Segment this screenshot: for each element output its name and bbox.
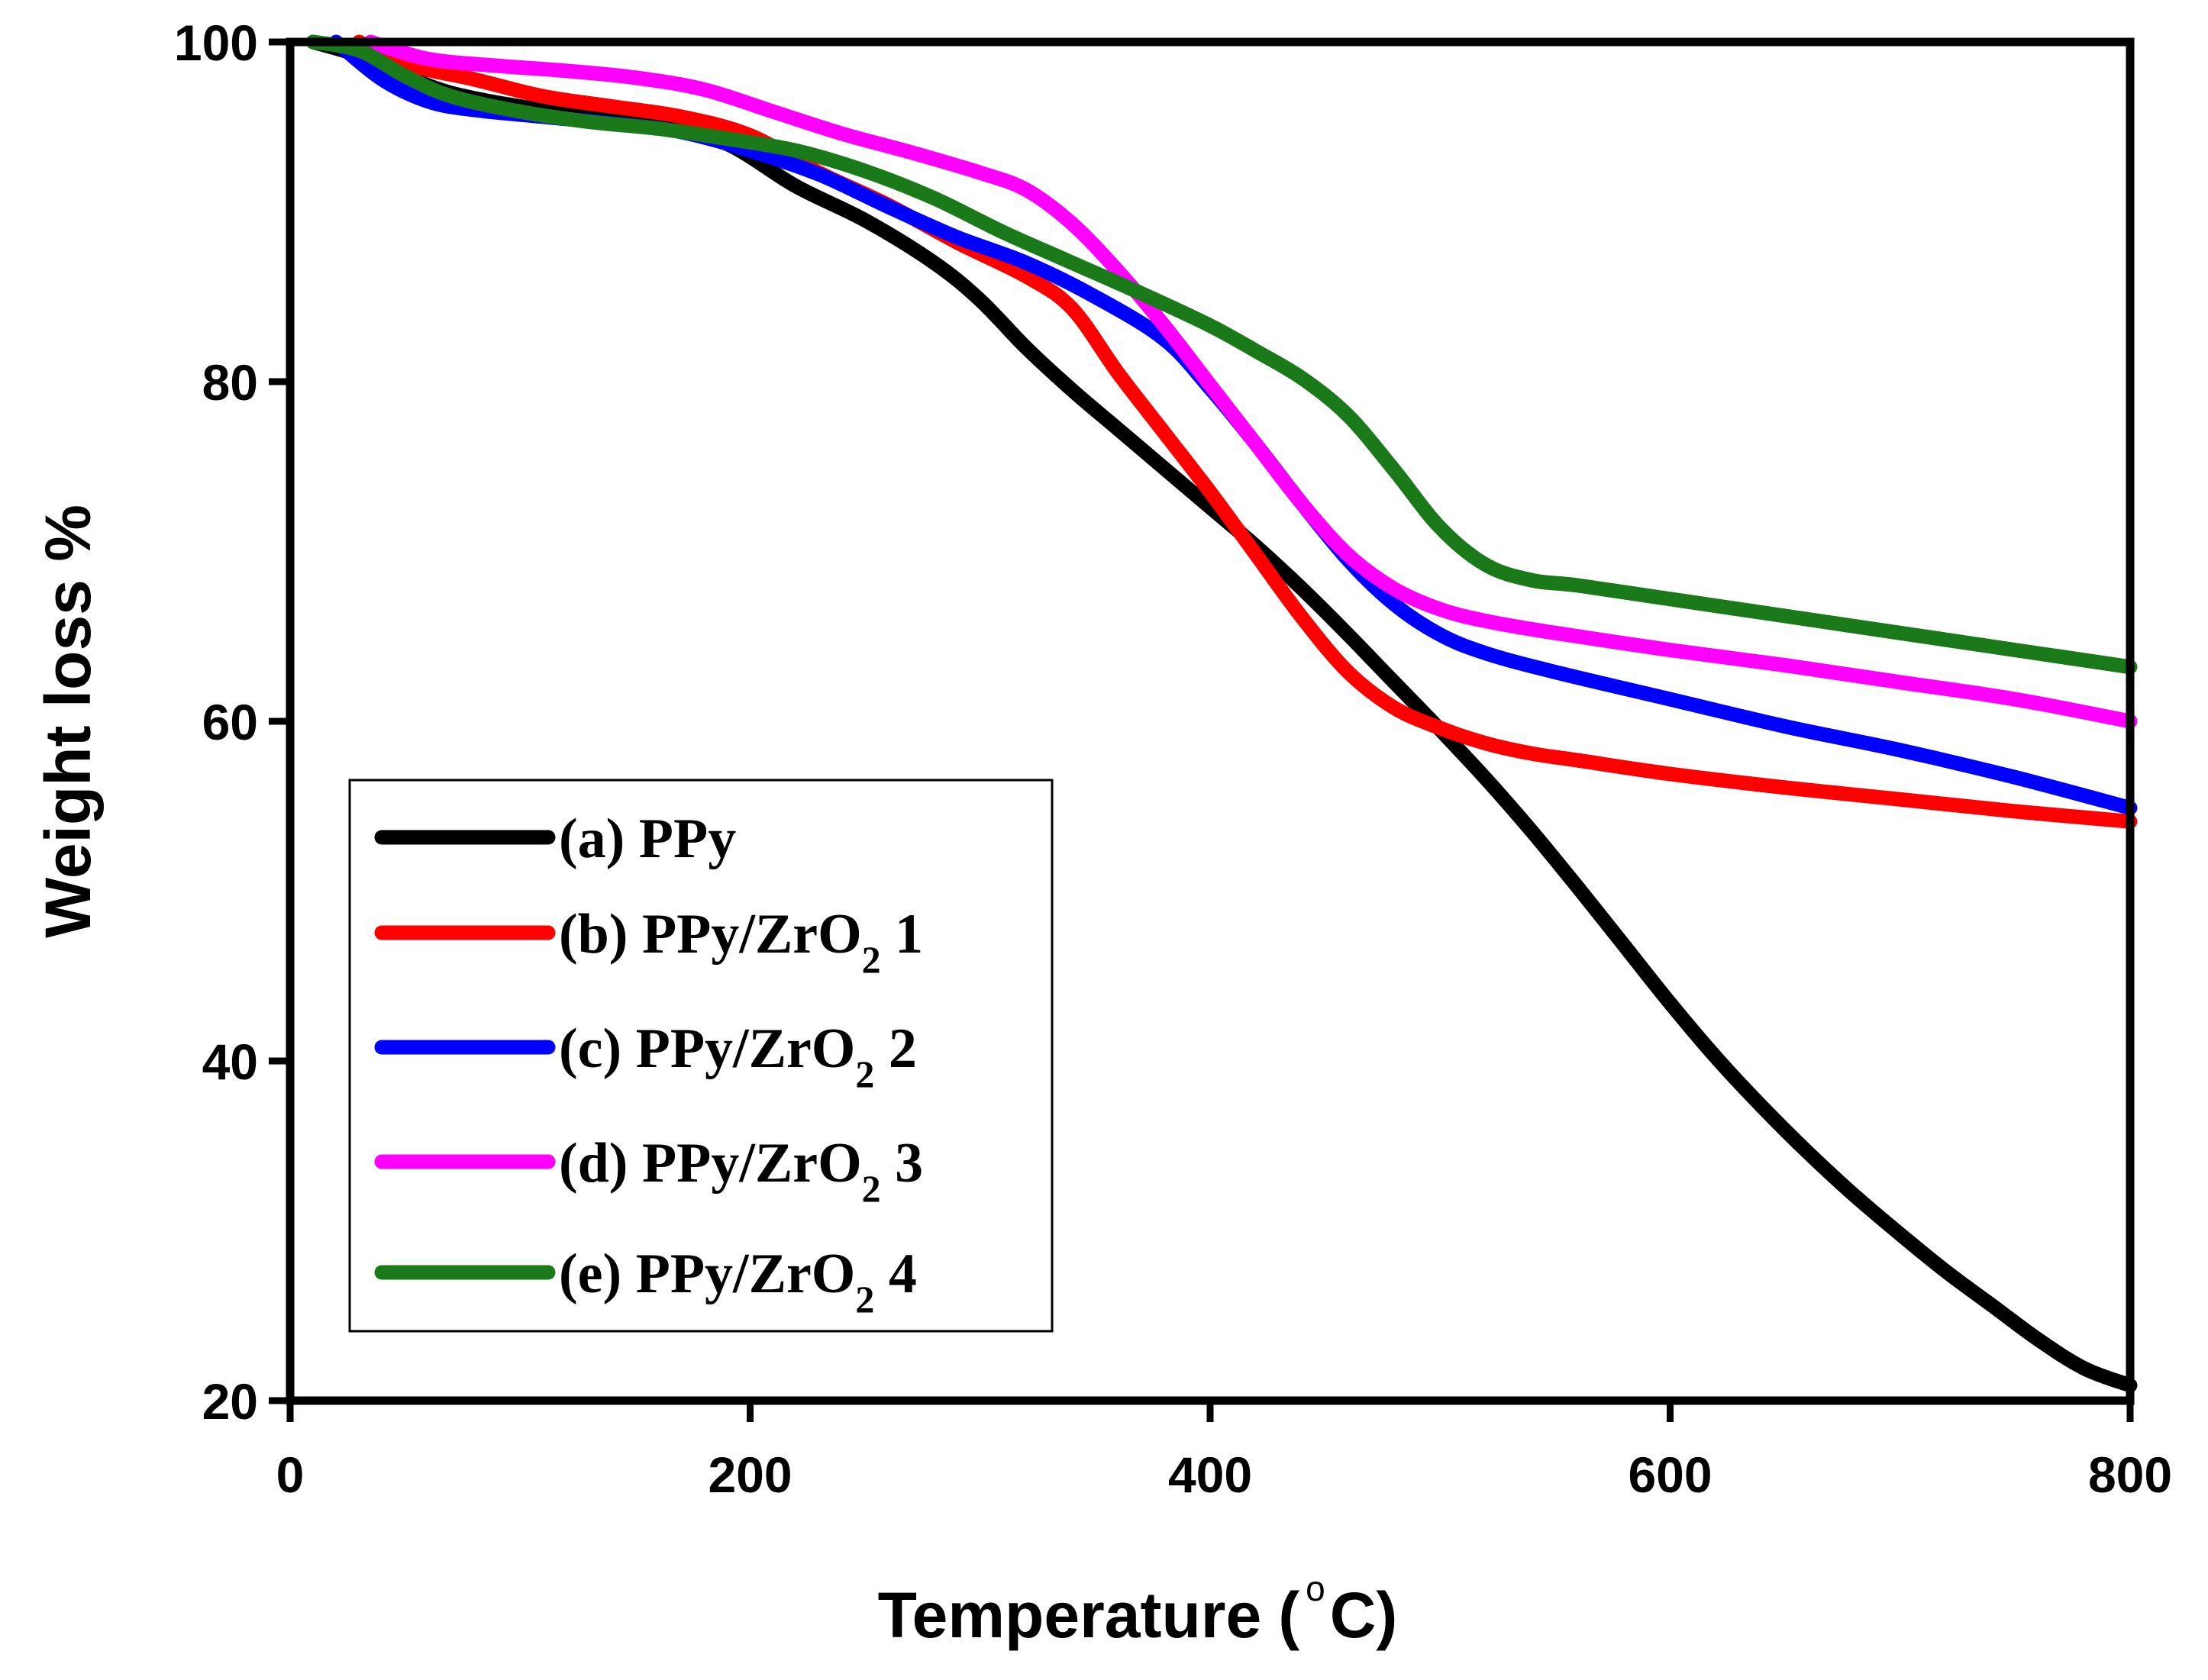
legend-label-suffix: 1 [881, 903, 924, 966]
legend-label-a: (a) PPy [559, 808, 736, 870]
legend-label-b: (b) PPy/ZrO2 1 [559, 903, 923, 981]
x-axis-label-unit: C) [1330, 1579, 1398, 1651]
legend-label-e: (e) PPy/ZrO2 4 [559, 1243, 917, 1320]
x-tick-label: 800 [2088, 1446, 2172, 1503]
series-line-b [351, 34, 2138, 829]
legend-label-main: (a) PPy [559, 808, 736, 870]
legend-label-suffix: 4 [874, 1243, 917, 1305]
legend-label-d: (d) PPy/ZrO2 3 [559, 1132, 923, 1210]
x-tick-label: 200 [708, 1446, 792, 1503]
axis-ticks: 0 200 400 600 800 20 40 60 80 100 [174, 15, 2172, 1503]
x-axis-label-paren: ( [1278, 1579, 1299, 1651]
series-line-e [305, 34, 2138, 675]
legend-label-c: (c) PPy/ZrO2 2 [559, 1017, 917, 1095]
series-group [305, 34, 2138, 1393]
legend-label-main: (e) PPy/ZrO [559, 1243, 855, 1305]
x-axis-label: Temperature(oC) [878, 1569, 1398, 1651]
series-line-d [363, 34, 2138, 729]
legend-label-subscript: 2 [862, 1167, 881, 1210]
legend: (a) PPy(b) PPy/ZrO2 1(c) PPy/ZrO2 2(d) P… [348, 779, 1054, 1333]
legend-label-suffix: 3 [881, 1132, 924, 1195]
degree-symbol: o [1306, 1569, 1325, 1608]
y-tick-label: 20 [202, 1373, 258, 1430]
legend-box [348, 779, 1054, 1333]
y-tick-label: 100 [174, 15, 258, 71]
y-tick-label: 80 [202, 354, 258, 411]
legend-label-main: (d) PPy/ZrO [559, 1132, 862, 1195]
x-tick-label: 600 [1628, 1446, 1712, 1503]
legend-label-subscript: 2 [855, 1053, 874, 1095]
x-axis-label-text: Temperature [878, 1579, 1262, 1651]
legend-label-main: (b) PPy/ZrO [559, 903, 862, 966]
plot-frame [286, 37, 2135, 1405]
legend-label-main: (c) PPy/ZrO [559, 1017, 855, 1080]
x-tick-label: 0 [276, 1446, 305, 1503]
y-tick-label: 40 [202, 1033, 258, 1090]
legend-label-subscript: 2 [855, 1278, 874, 1320]
y-tick-label: 60 [202, 694, 258, 750]
legend-label-suffix: 2 [874, 1017, 917, 1080]
x-tick-label: 400 [1168, 1446, 1252, 1503]
y-axis-label: Weight loss % [32, 505, 104, 938]
legend-label-subscript: 2 [862, 938, 881, 981]
